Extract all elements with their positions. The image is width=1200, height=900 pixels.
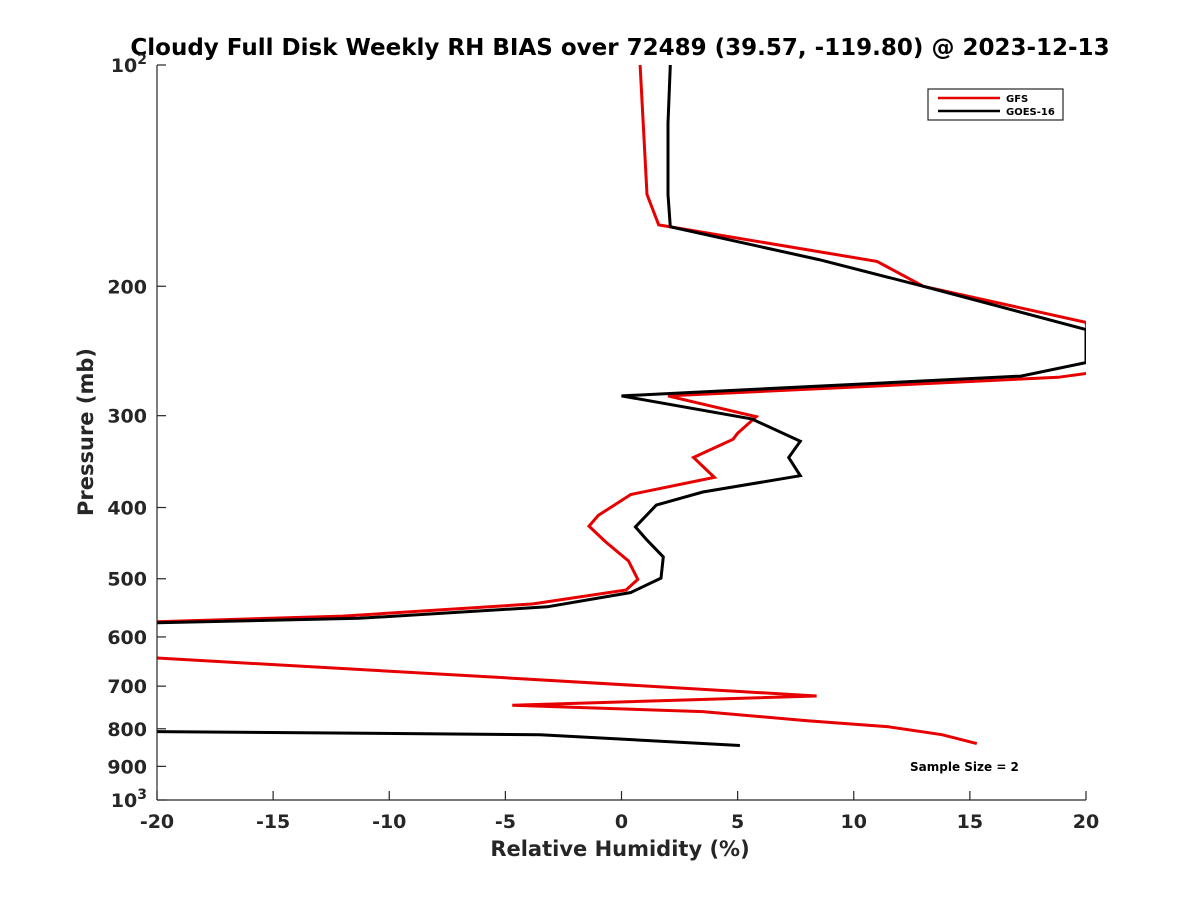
y-tick-label: 103 [111,787,147,812]
y-tick-label: 900 [107,756,147,778]
x-tick-label: -20 [140,811,174,833]
y-tick-label: 700 [107,676,147,698]
y-tick-label: 200 [107,276,147,298]
x-tick-label: 15 [957,811,983,833]
y-tick-label: 400 [107,498,147,520]
y-axis-label: Pressure (mb) [74,348,98,516]
x-tick-label: 5 [731,811,744,833]
series-goes-16 [157,65,1086,747]
x-tick-label: 10 [841,811,867,833]
legend-box [927,88,1064,121]
x-tick-label: 20 [1073,811,1099,833]
axes-layer: -20 -15 -10 -5 0 5 10 15 20 102 200 300 400 500 600 700… [107,52,1099,833]
series-line-goes-16-segment-1 [157,65,1086,625]
series-line-gfs-segment-2 [157,656,978,746]
y-tick-label: 500 [107,569,147,591]
y-tick-label: 300 [107,406,147,428]
x-tick-label: 0 [615,811,628,833]
series-line-goes-16-segment-2 [157,730,740,747]
series-line-gfs-segment-1 [157,65,1086,624]
y-tick-label: 600 [107,627,147,649]
x-tick-label: -15 [256,811,290,833]
x-tick-label: -10 [372,811,406,833]
legend-label-gfs: GFS [1006,94,1028,105]
legend-label-goes-16: GOES-16 [1006,107,1055,118]
y-tick-label: 102 [111,52,147,77]
series-gfs [157,65,1086,746]
legend: GFS GOES-16 [927,88,1064,121]
y-tick-label: 800 [107,719,147,741]
x-tick-label: -5 [495,811,516,833]
x-axis-label: Relative Humidity (%) [490,837,749,861]
sample-size-annotation: Sample Size = 2 [910,760,1019,774]
chart-title: Cloudy Full Disk Weekly RH BIAS over 724… [130,35,1109,61]
series-layer [157,65,1086,747]
